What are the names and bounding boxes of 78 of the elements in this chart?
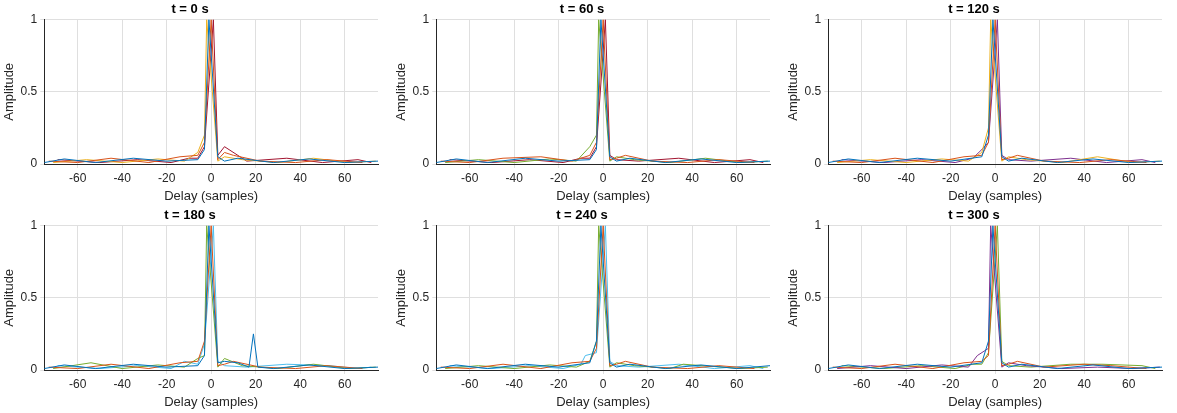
x-tick-label: 20	[640, 376, 655, 391]
y-tick-label: 1	[30, 217, 38, 232]
y-tick-label: 0	[30, 362, 38, 377]
y-tick-label: 1	[30, 11, 38, 26]
x-tick-label: -20	[549, 170, 568, 185]
y-tick-label: 0	[422, 156, 430, 171]
x-tick-label: 60	[729, 170, 744, 185]
x-tick-label: -20	[549, 376, 568, 391]
x-tick-label: -60	[68, 376, 87, 391]
y-tick-label: 1	[422, 11, 430, 26]
x-tick-label: -20	[157, 170, 176, 185]
x-tick-label: 20	[1032, 170, 1047, 185]
x-tick-label: -40	[505, 170, 524, 185]
y-tick-label: 0.5	[20, 84, 38, 99]
x-tick-label: 40	[1077, 170, 1092, 185]
x-axis-title: Delay (samples)	[948, 393, 1043, 409]
x-tick-label: -60	[852, 376, 871, 391]
x-tick-label: -20	[157, 376, 176, 391]
chart-title: t = 0 s	[171, 1, 209, 17]
x-tick-label: 0	[599, 170, 607, 185]
x-tick-label: -20	[941, 170, 960, 185]
chart-title: t = 60 s	[559, 1, 605, 17]
y-tick-label: 1	[422, 217, 430, 232]
x-tick-label: 60	[337, 170, 352, 185]
y-tick-label: 1	[814, 11, 822, 26]
x-axis-title: Delay (samples)	[164, 393, 259, 409]
y-tick-label: 0	[422, 362, 430, 377]
y-tick-label: 0	[30, 156, 38, 171]
y-axis-title: Amplitude	[1, 62, 17, 121]
x-tick-label: -60	[68, 170, 87, 185]
x-tick-label: 20	[1032, 376, 1047, 391]
x-tick-label: 40	[685, 376, 700, 391]
chart-title: t = 300 s	[948, 207, 1000, 223]
x-axis-title: Delay (samples)	[556, 393, 651, 409]
y-tick-label: 0	[814, 156, 822, 171]
x-tick-label: 0	[991, 376, 999, 391]
x-tick-label: 40	[293, 376, 308, 391]
x-tick-label: 60	[1121, 170, 1136, 185]
x-tick-label: -60	[460, 376, 479, 391]
x-axis-title: Delay (samples)	[948, 187, 1043, 203]
y-tick-label: 0.5	[20, 290, 38, 305]
x-tick-label: 40	[1077, 376, 1092, 391]
x-tick-label: 60	[1121, 376, 1136, 391]
y-axis-title: Amplitude	[393, 268, 409, 327]
y-tick-label: 0.5	[804, 84, 822, 99]
x-tick-label: -40	[897, 376, 916, 391]
x-tick-label: 20	[248, 170, 263, 185]
x-tick-label: 40	[293, 170, 308, 185]
y-axis-title: Amplitude	[1, 268, 17, 327]
chart-title: t = 120 s	[948, 1, 1000, 17]
y-axis-title: Amplitude	[785, 62, 801, 121]
x-tick-label: -20	[941, 376, 960, 391]
x-tick-label: -40	[113, 170, 132, 185]
y-tick-label: 1	[814, 217, 822, 232]
x-tick-label: 20	[248, 376, 263, 391]
x-tick-label: 40	[685, 170, 700, 185]
y-axis-title: Amplitude	[393, 62, 409, 121]
x-tick-label: -40	[113, 376, 132, 391]
x-axis-title: Delay (samples)	[556, 187, 651, 203]
x-tick-label: 20	[640, 170, 655, 185]
chart-title: t = 240 s	[556, 207, 608, 223]
x-tick-label: -60	[852, 170, 871, 185]
y-tick-label: 0.5	[412, 290, 430, 305]
x-tick-label: -40	[897, 170, 916, 185]
x-tick-label: 0	[991, 170, 999, 185]
x-tick-label: -60	[460, 170, 479, 185]
y-axis-title: Amplitude	[785, 268, 801, 327]
x-tick-label: 0	[207, 376, 215, 391]
x-tick-label: 60	[729, 376, 744, 391]
x-tick-label: 0	[207, 170, 215, 185]
y-tick-label: 0	[814, 362, 822, 377]
x-axis-title: Delay (samples)	[164, 187, 259, 203]
x-tick-label: 0	[599, 376, 607, 391]
x-tick-label: 60	[337, 376, 352, 391]
y-tick-label: 0.5	[804, 290, 822, 305]
chart-title: t = 180 s	[164, 207, 216, 223]
x-tick-label: -40	[505, 376, 524, 391]
y-tick-label: 0.5	[412, 84, 430, 99]
